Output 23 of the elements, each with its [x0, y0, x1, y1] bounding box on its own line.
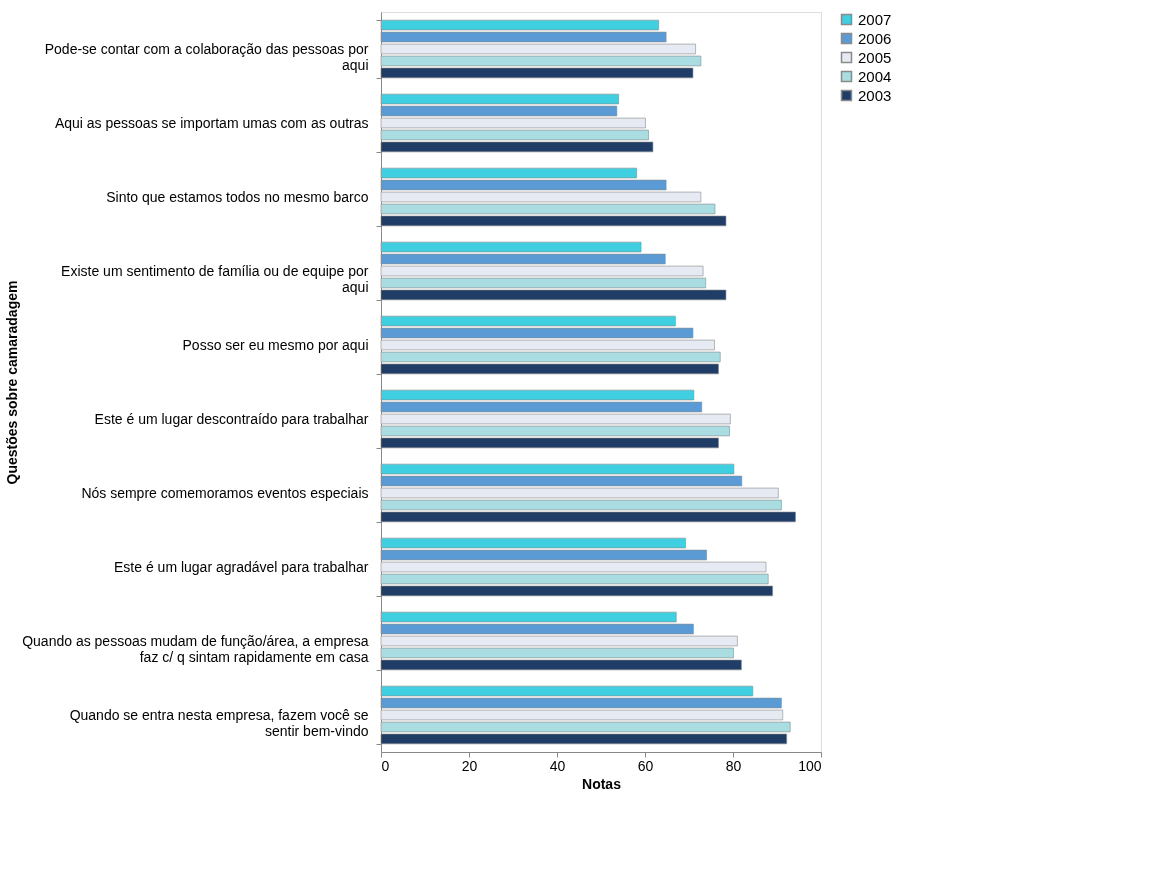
legend-label: 2007 — [858, 10, 892, 28]
x-axis-title: Notas — [582, 775, 622, 792]
legend-label: 2004 — [858, 67, 892, 85]
x-tick-label: 100 — [798, 757, 822, 774]
legend-label: 2005 — [858, 48, 892, 66]
y-tick-label: Quando as pessoas mudam de função/área, a empresa faz c/ q sintam rapidamente em casa — [22, 632, 369, 665]
y-tick-label: Nós sempre comemoramos eventos especiais — [81, 484, 369, 501]
y-axis-title: Questões sobre camaradagem — [3, 280, 20, 485]
y-tick-label: Quando se entra nesta empresa, fazem você se sentir bem-vindo — [69, 706, 369, 739]
y-tick-label: Este é um lugar agradável para trabalhar — [114, 558, 369, 575]
legend-label: 2006 — [858, 29, 892, 47]
x-tick-label: 20 — [461, 757, 478, 774]
y-tick-label: Aqui as pessoas se importam umas com as outras — [54, 114, 369, 131]
y-tick-label: Este é um lugar descontraído para trabalhar — [94, 410, 369, 427]
y-tick-label: Pode-se contar com a colaboração das pessoas por aqui — [44, 40, 369, 73]
x-tick-label: 40 — [549, 757, 566, 774]
y-tick-label: Sinto que estamos todos no mesmo barco — [106, 188, 369, 205]
x-tick-label: 80 — [725, 757, 742, 774]
x-tick-label: 0 — [381, 757, 390, 774]
y-tick-label: Existe um sentimento de família ou de equipe por aqui — [61, 262, 369, 295]
y-tick-label: Posso ser eu mesmo por aqui — [182, 336, 369, 353]
x-tick-label: 60 — [637, 757, 654, 774]
legend-label: 2003 — [858, 86, 892, 104]
